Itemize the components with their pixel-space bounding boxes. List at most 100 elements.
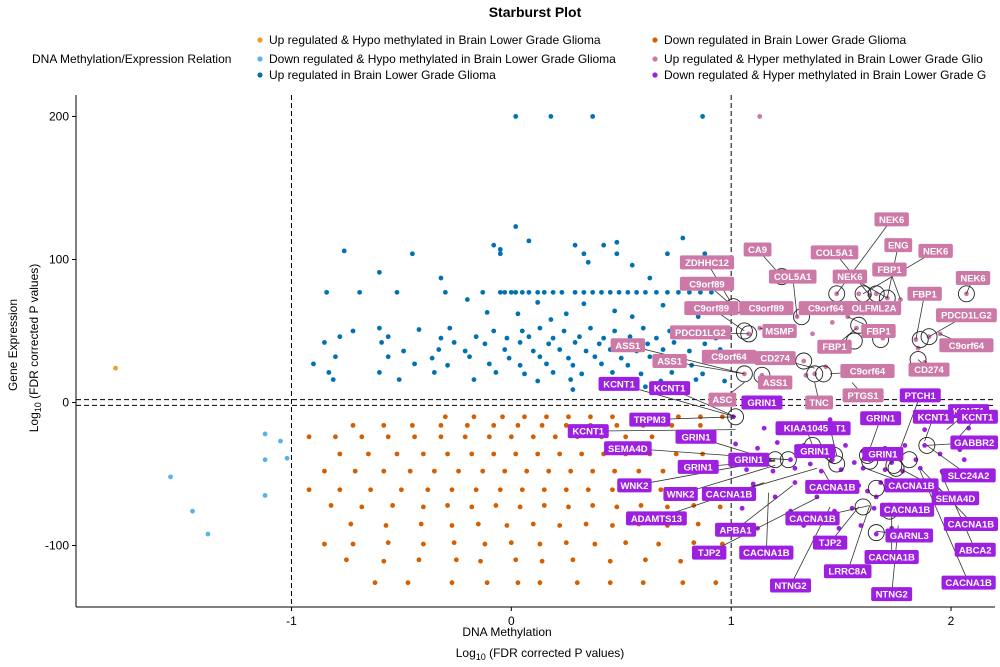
point-s2-122	[592, 354, 598, 360]
gene-label-labels_up-26: ASS1	[615, 341, 641, 352]
point-s3-85	[407, 468, 413, 474]
point-s2-141	[493, 370, 499, 375]
point-s5-25	[851, 460, 857, 465]
point-s3-101	[394, 451, 400, 457]
point-s2-72	[561, 328, 567, 334]
gene-label-box-labels_down-13	[862, 446, 904, 461]
point-s2-16	[614, 251, 620, 257]
point-s2-87	[627, 334, 633, 340]
point-s4-33	[829, 319, 835, 325]
point-s2-31	[508, 289, 514, 295]
gene-label-box-labels_up-14	[684, 301, 739, 316]
point-s2-100	[645, 341, 651, 347]
gene-label-box-labels_down-30	[941, 575, 996, 590]
point-s3-14	[453, 557, 459, 563]
point-s5-32	[792, 465, 798, 471]
legend-label-1: Down regulated & Hypo methylated in Brai…	[269, 52, 616, 66]
point-s3-152	[588, 414, 593, 420]
point-s3-55	[493, 503, 499, 508]
point-s3-94	[612, 468, 618, 474]
point-s3-7	[607, 580, 613, 586]
legend-label-0: Up regulated & Hypo methylated in Brain …	[269, 33, 601, 47]
point-s3-151	[566, 414, 571, 420]
point-s2-28	[480, 289, 486, 295]
point-s2-121	[566, 355, 571, 361]
point-s3-23	[350, 541, 356, 547]
point-s3-11	[344, 557, 349, 563]
point-s2-19	[585, 259, 591, 265]
gene-label-box-labels_up-9	[872, 262, 907, 277]
point-s2-132	[544, 361, 549, 367]
point-s2-67	[416, 327, 422, 332]
point-s2-1	[548, 114, 554, 119]
point-s3-76	[585, 487, 591, 493]
point-s5-31	[770, 468, 776, 474]
point-s3-10	[713, 580, 719, 586]
point-s2-92	[379, 340, 385, 345]
x-tick-label-3: 2	[948, 614, 955, 628]
point-s2-42	[599, 289, 604, 295]
point-s3-96	[660, 468, 666, 474]
gene-label-labels_down-37: ABCA2	[959, 545, 992, 556]
point-s5-23	[807, 461, 813, 467]
connector-labels_down-33	[735, 485, 793, 531]
point-s3-156	[676, 414, 681, 420]
point-s3-104	[469, 451, 475, 457]
highlight-circle-18	[920, 328, 938, 346]
point-s3-70	[449, 487, 455, 493]
point-s3-42	[530, 521, 536, 527]
y-tick-label-1: 0	[62, 395, 69, 409]
gene-label-labels_up-2: NEK6	[923, 246, 948, 257]
gene-label-labels_up-28: ASS1	[763, 378, 789, 389]
point-s3-69	[425, 487, 431, 493]
gene-label-labels_down-18: PTCH1	[905, 391, 937, 402]
point-s3-65	[306, 487, 312, 493]
point-s2-38	[559, 289, 565, 295]
point-s2-33	[519, 289, 525, 295]
point-s2-47	[643, 289, 648, 295]
connector-labels_down-34	[709, 496, 820, 554]
point-s2-12	[526, 238, 532, 244]
point-s3-5	[537, 580, 543, 586]
point-s3-38	[418, 521, 424, 527]
point-s2-53	[708, 289, 714, 295]
gene-label-box-labels_down-40	[823, 564, 872, 579]
point-s2-103	[401, 348, 406, 354]
legend: DNA Methylation/Expression Relation Up re…	[32, 33, 986, 82]
point-s3-91	[546, 468, 552, 474]
point-s3-27	[482, 541, 488, 547]
point-s3-138	[515, 422, 521, 428]
gene-label-box-labels_up-27	[652, 354, 687, 369]
point-s3-25	[420, 541, 426, 547]
gene-label-labels_up-30: TNC	[809, 398, 829, 409]
gene-label-box-labels_up-4	[884, 238, 913, 253]
point-s2-22	[438, 275, 444, 281]
point-s3-61	[638, 503, 644, 508]
point-s1-7	[205, 531, 211, 537]
highlight-circle-23	[779, 451, 797, 469]
gene-label-box-labels_down-38	[770, 578, 812, 593]
point-s2-26	[394, 289, 400, 295]
point-s3-66	[337, 487, 343, 493]
point-s2-98	[596, 341, 602, 347]
point-s3-121	[462, 434, 468, 440]
connector-labels_down-37	[939, 470, 976, 550]
point-s3-0	[372, 580, 378, 586]
legend-key-0	[257, 37, 263, 43]
point-s4-28	[801, 358, 807, 364]
point-s2-152	[535, 378, 541, 384]
point-s2-131	[517, 362, 523, 368]
point-s2-134	[599, 361, 604, 367]
gene-label-box-labels_down-34	[691, 545, 727, 560]
x-tick-label-1: 0	[508, 614, 515, 628]
gene-label-labels_up-15: C9orf89	[749, 304, 784, 315]
gene-label-labels_down-9: GRIN1	[684, 462, 714, 473]
point-s2-63	[695, 314, 701, 320]
point-s3-24	[385, 540, 391, 546]
point-s2-59	[484, 309, 490, 315]
point-s1-2	[262, 493, 268, 498]
gene-label-box-labels_down-28	[943, 517, 998, 532]
highlight-circle-6	[795, 352, 813, 370]
gene-label-labels_down-23: CACNA1B	[706, 490, 753, 501]
gene-label-labels_up-31: PTGS1	[848, 391, 880, 402]
